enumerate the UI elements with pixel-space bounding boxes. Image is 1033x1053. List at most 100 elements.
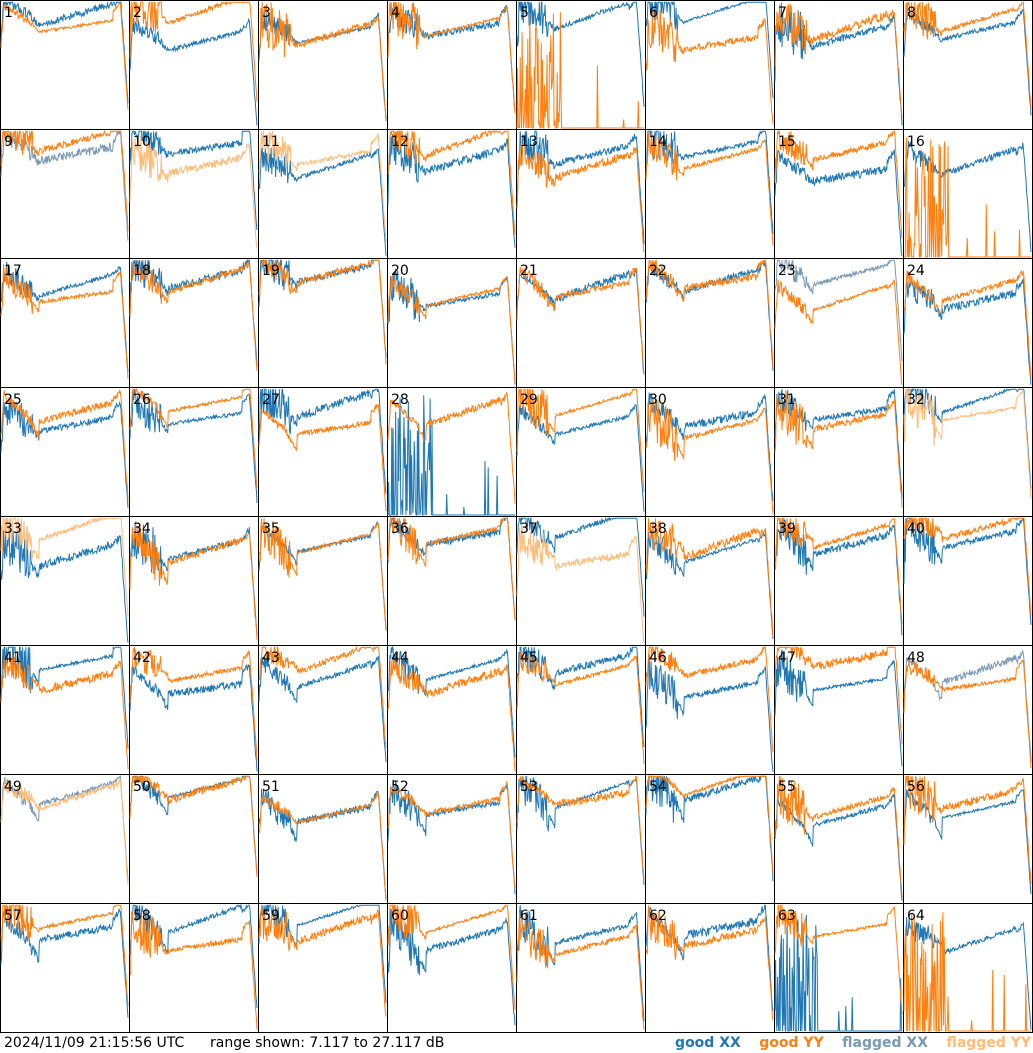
series-xx-line [516,775,645,885]
panel-number-label: 55 [778,779,796,795]
panel-number-label: 52 [391,779,409,795]
legend-good-yy: good YY [759,1035,824,1051]
series-xx-line [774,914,902,1032]
series-xx-line [0,395,129,508]
panel-28: 28 [387,387,517,517]
series-xx-line [0,774,129,881]
panel-40: 40 [903,516,1033,646]
panel-53: 53 [516,774,646,904]
panel-55: 55 [774,774,904,904]
panel-48: 48 [903,645,1033,775]
panel-number-label: 46 [649,650,667,666]
panel-number-label: 15 [778,134,796,150]
series-xx-line [129,389,258,504]
series-yy-line [645,259,774,368]
series-yy-line [0,903,129,1006]
series-xx-line [645,775,774,882]
panel-number-label: 11 [262,134,280,150]
panel-frame [0,0,130,130]
panel-number-label: 1 [4,5,13,21]
series-xx-line [774,149,903,256]
series-xx-line [645,0,774,99]
panel-number-label: 26 [133,392,151,408]
panel-number-label: 40 [907,521,925,537]
panel-29: 29 [516,387,646,517]
panel-27: 27 [258,387,388,517]
series-xx-line [387,2,516,111]
panel-2: 2 [129,0,259,130]
panel-number-label: 38 [649,521,667,537]
series-xx-line [903,917,1032,1030]
series-yy-line [903,659,1032,769]
series-yy-line [0,656,129,770]
panel-43: 43 [258,645,388,775]
panel-number-label: 14 [649,134,667,150]
panel-number-label: 33 [4,521,22,537]
panel-number-label: 47 [778,650,796,666]
panel-15: 15 [774,129,904,259]
panel-number-label: 25 [4,392,22,408]
panel-7: 7 [774,0,904,130]
panel-number-label: 64 [907,908,925,924]
panel-8: 8 [903,0,1033,130]
panel-21: 21 [516,258,646,388]
series-yy-line [903,517,1032,616]
series-yy-line [0,264,129,379]
panel-18: 18 [129,258,259,388]
panel-number-label: 19 [262,263,280,279]
panel-54: 54 [645,774,775,904]
panel-4: 4 [387,0,517,130]
panel-62: 62 [645,903,775,1033]
series-xx-line [516,905,645,1022]
series-xx-line [774,259,903,362]
series-yy-line [903,912,1031,1032]
series-yy-line [258,404,387,512]
series-yy-line [0,129,129,232]
panel-number-label: 21 [520,263,538,279]
panel-31: 31 [774,387,904,517]
series-yy-line [0,778,129,885]
series-xx-line [129,130,258,230]
series-yy-line [774,390,903,508]
panel-number-label: 6 [649,5,658,21]
series-yy-line [645,397,774,514]
series-yy-line [645,518,774,637]
series-yy-line [516,12,644,129]
panel-number-label: 57 [4,908,22,924]
panel-20: 20 [387,258,517,388]
series-yy-line [903,1,1032,110]
panel-number-label: 30 [649,392,667,408]
panel-number-label: 37 [520,521,538,537]
panel-24: 24 [903,258,1033,388]
panel-number-label: 3 [262,5,271,21]
series-xx-line [645,653,774,772]
panel-number-label: 23 [778,263,796,279]
panel-52: 52 [387,774,517,904]
panel-44: 44 [387,645,517,775]
series-xx-line [129,663,258,772]
panel-number-label: 27 [262,392,280,408]
panel-number-label: 63 [778,908,796,924]
panel-frame [645,0,775,130]
series-yy-line [904,137,1031,258]
panel-14: 14 [645,129,775,259]
series-xx-line [903,277,1032,385]
series-xx-line [903,387,1032,489]
series-yy-line [516,524,645,643]
panel-number-label: 43 [262,650,280,666]
panel-60: 60 [387,903,517,1033]
panel-49: 49 [0,774,130,904]
series-xx-line [258,655,387,762]
series-xx-line [258,904,387,1004]
series-yy-line [903,388,1032,499]
panel-number-label: 53 [520,779,538,795]
panel-number-label: 2 [133,5,142,21]
series-yy-line [516,388,645,492]
panel-number-label: 7 [778,5,787,21]
panel-61: 61 [516,903,646,1033]
panel-9: 9 [0,129,130,259]
panel-39: 39 [774,516,904,646]
legend: good XX good YY flagged XX flagged YY [661,1035,1031,1051]
series-yy-line [516,911,645,1030]
series-yy-line [129,135,258,249]
